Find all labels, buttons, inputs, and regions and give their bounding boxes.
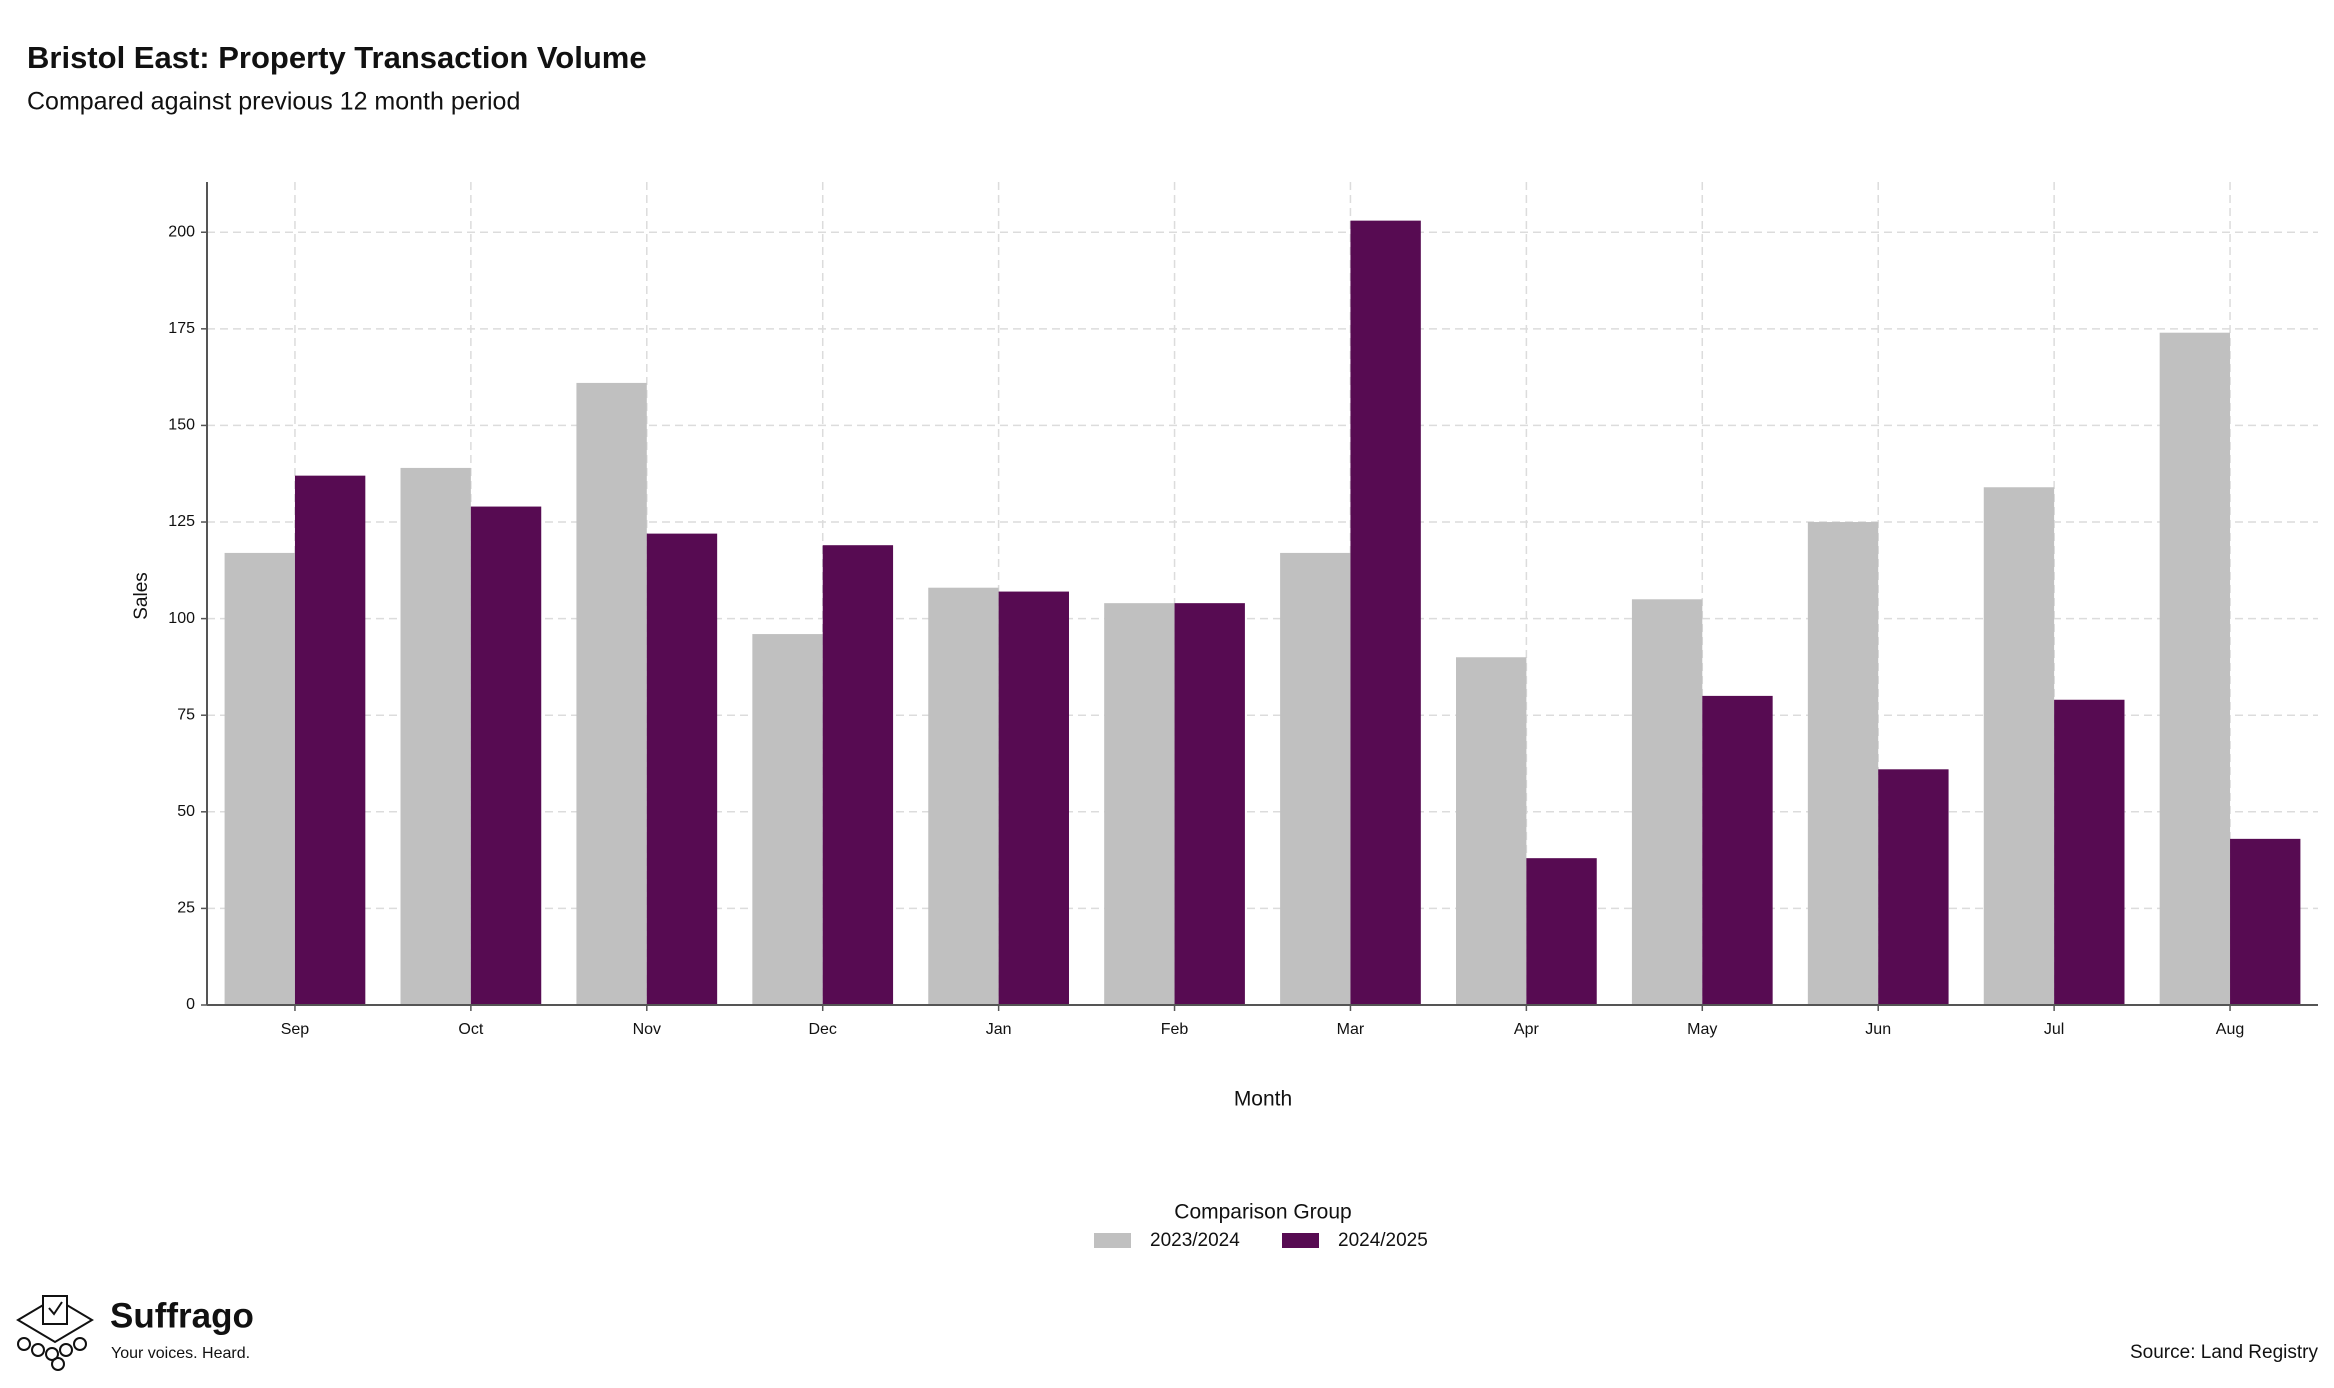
legend-label: 2023/2024 (1150, 1230, 1240, 1251)
bar (1631, 599, 1703, 1005)
x-tick-label: Nov (633, 1021, 661, 1038)
y-tick-label: 150 (168, 417, 195, 434)
bar (2054, 699, 2125, 1005)
bar (576, 382, 647, 1006)
legend-swatch (1282, 1233, 1319, 1248)
bar (646, 533, 718, 1005)
bar (1983, 487, 2055, 1005)
bar (998, 591, 1069, 1005)
bar (822, 545, 894, 1005)
bar (2159, 332, 2231, 1005)
legend-title: Comparison Group (1174, 1201, 1351, 1224)
x-tick-label: Oct (458, 1021, 483, 1038)
bar (1878, 769, 1949, 1005)
x-tick-label: May (1687, 1021, 1717, 1038)
source: Source: Land Registry (2130, 1342, 2318, 1363)
y-tick-label: 100 (168, 610, 195, 627)
y-tick-label: 0 (186, 996, 195, 1013)
x-tick-label: Jun (1865, 1021, 1891, 1038)
bar (400, 467, 471, 1005)
bar (1456, 657, 1527, 1005)
bar (470, 506, 542, 1005)
logo-name: Suffrago (110, 1296, 254, 1335)
x-tick-label: Aug (2216, 1021, 2244, 1038)
bar (1350, 220, 1421, 1006)
x-tick-label: Jul (2044, 1021, 2064, 1038)
bar (1104, 603, 1175, 1005)
bar (928, 587, 999, 1005)
legend-label: 2024/2025 (1338, 1230, 1428, 1251)
x-tick-label: Apr (1514, 1021, 1540, 1038)
logo-icon (16, 1295, 94, 1371)
x-tick-label: Dec (808, 1021, 836, 1038)
chart-title: Bristol East: Property Transaction Volum… (27, 40, 647, 75)
x-axis-label: Month (1234, 1088, 1292, 1111)
bar (1280, 552, 1351, 1005)
x-tick-label: Mar (1337, 1021, 1365, 1038)
bar (294, 475, 366, 1005)
y-tick-label: 125 (168, 513, 195, 530)
bar (1702, 695, 1773, 1005)
y-axis-label: Sales (131, 572, 152, 620)
bar (1174, 603, 1245, 1005)
bar (224, 552, 295, 1005)
bar (2230, 838, 2301, 1005)
x-tick-label: Feb (1161, 1021, 1189, 1038)
y-tick-label: 200 (168, 223, 195, 240)
bar (1526, 858, 1597, 1005)
bar (1807, 522, 1879, 1005)
chart-subtitle: Compared against previous 12 month perio… (27, 88, 520, 116)
x-tick-label: Jan (986, 1021, 1012, 1038)
logo-tagline: Your voices. Heard. (111, 1345, 250, 1362)
y-tick-label: 175 (168, 320, 195, 337)
y-tick-label: 75 (177, 706, 195, 723)
x-tick-label: Sep (281, 1021, 310, 1038)
legend-swatch (1094, 1233, 1131, 1248)
y-tick-label: 25 (177, 900, 195, 917)
y-tick-label: 50 (177, 803, 195, 820)
bar (752, 634, 823, 1005)
